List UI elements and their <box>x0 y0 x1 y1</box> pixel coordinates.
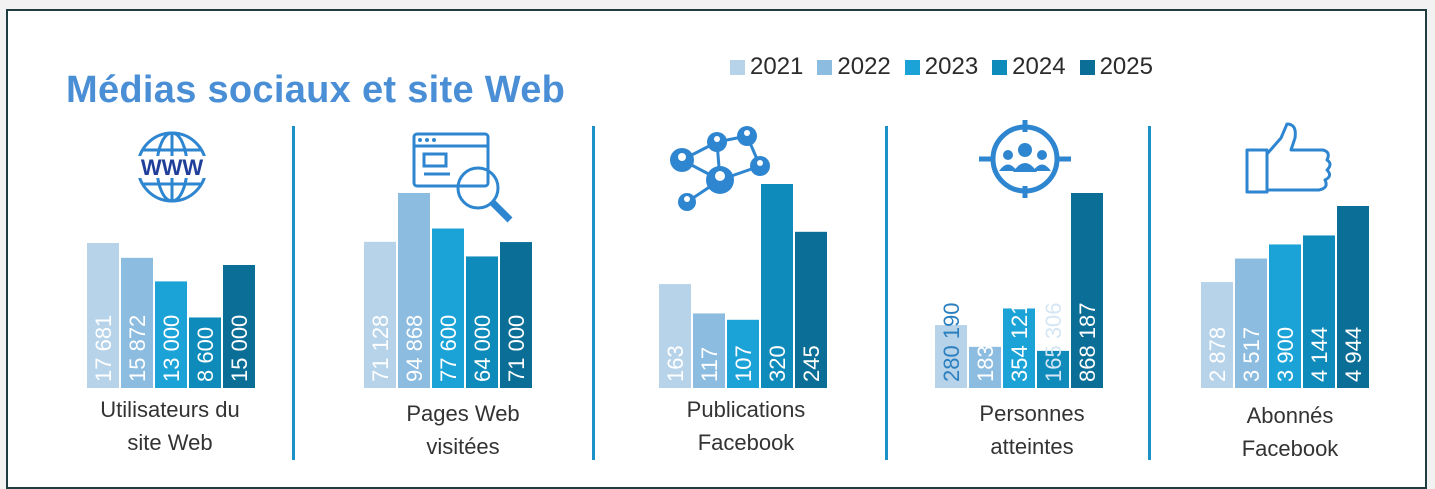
bar-value-label: 165 306 <box>1041 302 1066 382</box>
panel-divider <box>292 126 295 460</box>
legend: 2021 2022 2023 2024 2025 <box>730 53 1153 81</box>
bar-value-label: 94 868 <box>402 315 427 382</box>
bar-2022 <box>398 193 430 388</box>
bar-2025 <box>223 264 255 388</box>
bar-2021 <box>659 284 691 388</box>
legend-swatch <box>904 59 920 75</box>
legend-swatch <box>1079 59 1095 75</box>
panel-label-line: Utilisateurs du <box>100 397 240 422</box>
bar-2021 <box>87 243 119 388</box>
legend-item-2024: 2024 <box>992 53 1066 81</box>
panel-label-line: atteintes <box>990 434 1074 459</box>
bar-2024 <box>189 317 221 388</box>
legend-swatch <box>730 59 745 75</box>
panel-divider <box>885 126 888 460</box>
social-network-icon <box>670 126 770 211</box>
bar-value-label: 4 944 <box>1341 327 1366 382</box>
bar-2022 <box>693 313 725 388</box>
bar-2023 <box>432 228 464 388</box>
legend-label: 2022 <box>837 53 891 80</box>
bar-2022 <box>1235 258 1267 388</box>
bar-2024 <box>1037 350 1069 388</box>
bar-2022 <box>121 257 153 388</box>
bar-value-label: 17 681 <box>91 315 116 382</box>
panel-label-line: Facebook <box>1241 436 1339 461</box>
bar-2025 <box>1071 193 1103 388</box>
bar-2024 <box>466 256 498 388</box>
legend-item-2025: 2025 <box>1079 53 1153 81</box>
bar-2021 <box>935 325 967 388</box>
legend-label: 2021 <box>750 53 804 80</box>
bar-value-label: 107 <box>731 345 756 382</box>
panel-label-line: Publications <box>686 397 806 422</box>
panel-label-line: Facebook <box>697 430 795 455</box>
infographic-card: Médias sociaux et site Web 2021 2022 202… <box>6 9 1427 489</box>
legend-item-2022: 2022 <box>817 53 891 81</box>
bar-value-label: 2 878 <box>1205 327 1230 382</box>
legend-swatch <box>992 59 1008 75</box>
panel-label-personnes: Personnes atteintes <box>932 397 1132 463</box>
thumbs-up-icon <box>1245 122 1332 194</box>
bar-value-label: 117 <box>697 347 722 382</box>
bar-value-label: 3 517 <box>1239 327 1264 382</box>
legend-label: 2023 <box>924 53 979 80</box>
bar-value-label: 15 872 <box>125 315 150 382</box>
panel-label-publications: Publications Facebook <box>646 393 846 459</box>
bar-value-label: 3 900 <box>1273 327 1298 382</box>
bar-2025 <box>795 231 827 388</box>
bar-2025 <box>500 242 532 388</box>
panel-label-abonnes: Abonnés Facebook <box>1190 399 1390 465</box>
bar-2022 <box>969 346 1001 388</box>
bar-2021 <box>1201 282 1233 388</box>
bar-value-label: 320 <box>765 345 790 382</box>
bar-2023 <box>155 281 187 388</box>
bar-value-label: 13 000 <box>159 315 184 382</box>
panel-label-line: visitées <box>426 434 500 459</box>
svg-text:WWW: WWW <box>141 155 204 180</box>
www-globe-icon: WWW <box>130 131 214 203</box>
bar-value-label: 71 000 <box>504 315 529 382</box>
bar-value-label: 868 187 <box>1075 302 1100 382</box>
panel-label-line: Personnes <box>979 401 1085 426</box>
legend-item-2021: 2021 <box>730 53 803 81</box>
bar-value-label: 354 121 <box>1007 302 1032 382</box>
bar-value-label: 280 190 <box>939 302 964 382</box>
panel-label-line: Abonnés <box>1246 403 1334 428</box>
bar-2023 <box>1003 308 1035 388</box>
panel-label-line: Pages Web <box>406 401 520 426</box>
bar-value-label: 77 600 <box>436 315 461 382</box>
legend-swatch <box>817 59 833 75</box>
bar-value-label: 71 128 <box>368 315 393 382</box>
bar-value-label: 183 164 <box>973 302 998 382</box>
legend-label: 2025 <box>1099 53 1153 80</box>
bar-value-label: 245 <box>799 345 824 382</box>
panel-label-line: site Web <box>127 430 213 455</box>
bar-2025 <box>1337 206 1369 388</box>
panel-label-pages: Pages Web visitées <box>363 397 563 463</box>
bar-2024 <box>1303 235 1335 388</box>
bar-value-label: 64 000 <box>470 315 495 382</box>
bar-value-label: 163 <box>663 345 688 382</box>
panel-divider <box>1148 126 1151 460</box>
bar-2024 <box>761 184 793 388</box>
bar-2021 <box>364 241 396 388</box>
bar-2023 <box>727 319 759 388</box>
target-audience-icon <box>979 120 1071 198</box>
web-page-search-icon <box>412 132 513 223</box>
page-title: Médias sociaux et site Web <box>66 69 566 111</box>
bar-value-label: 4 144 <box>1307 327 1332 382</box>
bar-2023 <box>1269 244 1301 388</box>
legend-item-2023: 2023 <box>904 53 979 81</box>
bar-value-label: 15 000 <box>227 315 252 382</box>
panel-divider <box>592 126 595 460</box>
legend-label: 2024 <box>1012 53 1066 80</box>
panel-label-utilisateurs: Utilisateurs du site Web <box>70 393 270 459</box>
bar-value-label: 8 600 <box>193 327 218 382</box>
